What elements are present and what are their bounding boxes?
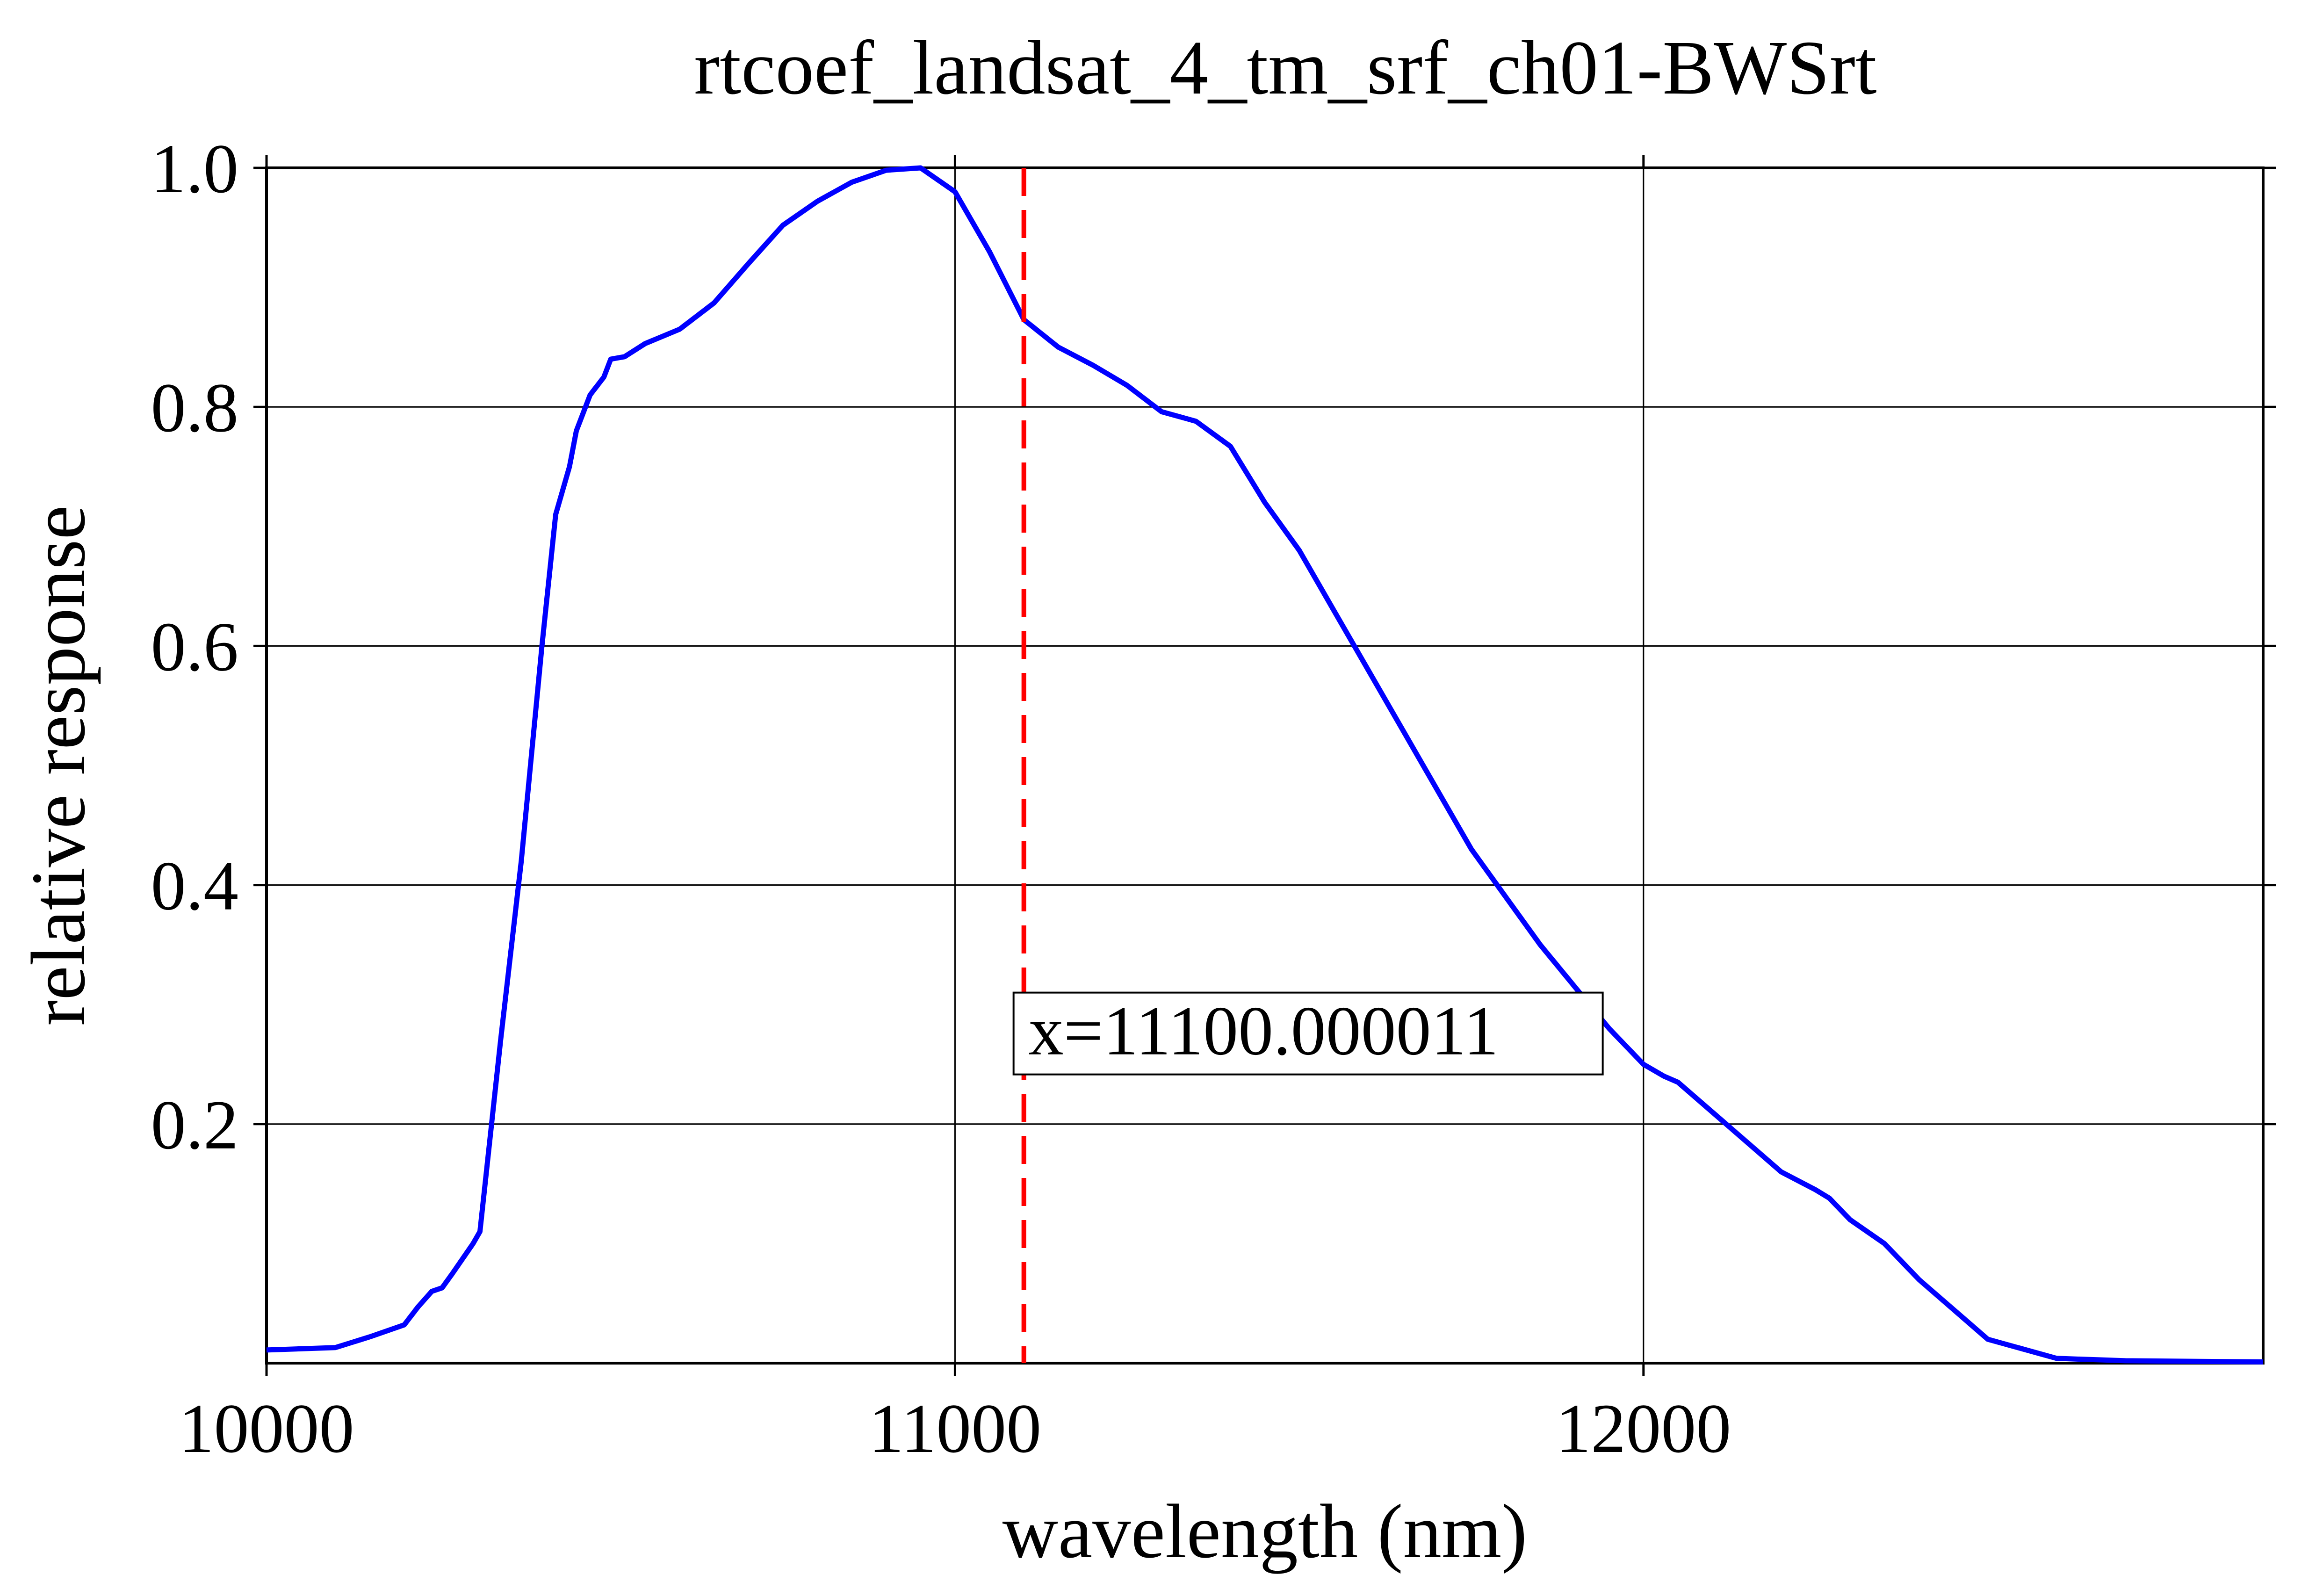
series-group (266, 165, 2264, 1365)
annotation-box (1012, 991, 1604, 1076)
y-tick-label: 0.8 (151, 369, 239, 447)
x-ticks: 10000 11000 12000 (179, 155, 1731, 1467)
chart-title: rtcoef_landsat_4_tm_srf_ch01-BWSrt (694, 25, 1876, 110)
series-line (266, 165, 2264, 1365)
annotation-text: x=11100.000011 (1029, 992, 1499, 1070)
grid (266, 167, 2263, 1363)
x-axis-label: wavelength (nm) (1003, 1488, 1528, 1574)
y-tick-label: 0.2 (151, 1086, 239, 1164)
y-ticks: 0.2 0.4 0.6 0.8 1.0 (151, 130, 2276, 1164)
x-tick-label: 12000 (1556, 1390, 1731, 1467)
y-axis-label: relative response (15, 505, 101, 1025)
y-tick-label: 0.6 (151, 608, 239, 686)
x-tick-label: 10000 (179, 1390, 354, 1467)
y-tick-label: 0.4 (151, 847, 239, 925)
y-tick-label: 1.0 (151, 130, 239, 208)
plot-area (265, 166, 2265, 1365)
x-tick-label: 11000 (869, 1390, 1041, 1467)
